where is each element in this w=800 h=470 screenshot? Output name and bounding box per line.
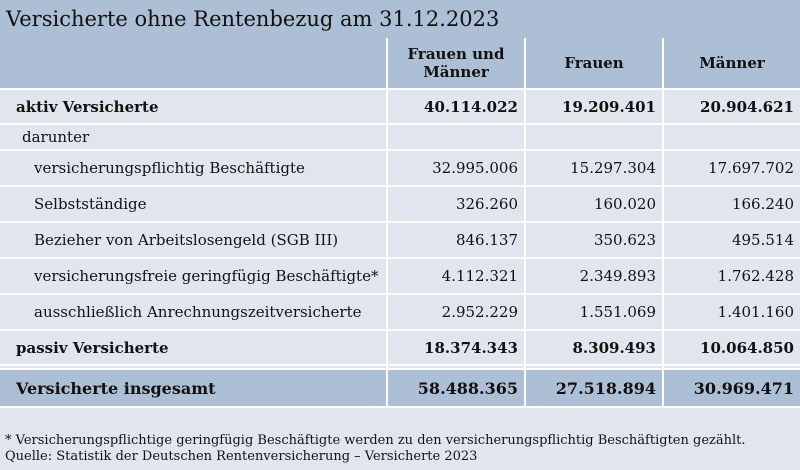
row-label: darunter bbox=[0, 124, 388, 150]
value-cell: 350.623 bbox=[525, 222, 664, 258]
row-label: Selbstständige bbox=[0, 186, 388, 222]
value-cell: 1.762.428 bbox=[717, 267, 794, 285]
value-cell bbox=[387, 124, 526, 150]
value-cell bbox=[525, 124, 664, 150]
row-label: Bezieher von Arbeitslosengeld (SGB III) bbox=[0, 222, 388, 258]
value-cell: 846.137 bbox=[387, 222, 526, 258]
value-cell: 160.020 bbox=[525, 186, 664, 222]
source-note: Quelle: Statistik der Deutschen Rentenve… bbox=[5, 449, 478, 464]
row-label: versicherungsfreie geringfügig Beschäfti… bbox=[0, 258, 388, 294]
value-cell: 17.697.702 bbox=[708, 159, 794, 177]
value-cell: 1.401.160 bbox=[717, 303, 794, 321]
value-cell: 2.952.229 bbox=[387, 294, 526, 330]
table-row: ausschließlich Anrechnungszeitversichert… bbox=[0, 294, 800, 330]
value-cell: 8.309.493 bbox=[525, 330, 664, 365]
row-label: aktiv Versicherte bbox=[0, 89, 388, 124]
insured-table: Frauen und Männer Frauen Männer aktiv Ve… bbox=[0, 38, 800, 408]
table-row: darunter bbox=[0, 124, 800, 150]
value-cell: 27.518.894 bbox=[525, 369, 664, 407]
value-cell: 20.904.621 bbox=[700, 97, 794, 116]
row-label: versicherungspflichtig Beschäftigte bbox=[0, 150, 388, 186]
row-label: passiv Versicherte bbox=[0, 330, 388, 365]
table-row: passiv Versicherte 18.374.343 8.309.493 10.… bbox=[0, 330, 800, 365]
value-cell: 1.551.069 bbox=[525, 294, 664, 330]
table-row: Bezieher von Arbeitslosengeld (SGB III) 8… bbox=[0, 222, 800, 258]
header-row: Frauen und Männer Frauen Männer bbox=[0, 38, 800, 89]
value-cell: 15.297.304 bbox=[525, 150, 664, 186]
row-label: Versicherte insgesamt bbox=[0, 369, 388, 407]
value-cell: 30.969.471 bbox=[693, 378, 794, 398]
table-row: Selbstständige 326.260 160.020 166.240 bbox=[0, 186, 800, 222]
value-cell bbox=[663, 124, 800, 150]
row-label: ausschließlich Anrechnungszeitversichert… bbox=[0, 294, 388, 330]
value-cell: 40.114.022 bbox=[387, 89, 526, 124]
table-row: Versicherte insgesamt 58.488.365 27.518.89… bbox=[0, 369, 800, 407]
value-cell: 18.374.343 bbox=[387, 330, 526, 365]
value-cell: 4.112.321 bbox=[387, 258, 526, 294]
footer: * Versicherungspflichtige geringfügig Be… bbox=[5, 433, 746, 465]
table-row: versicherungspflichtig Beschäftigte 32.99… bbox=[0, 150, 800, 186]
column-header bbox=[0, 38, 388, 89]
column-header: Frauen und Männer bbox=[387, 38, 526, 89]
value-cell: 166.240 bbox=[731, 195, 794, 213]
value-cell: 58.488.365 bbox=[387, 369, 526, 407]
footnote: * Versicherungspflichtige geringfügig Be… bbox=[5, 433, 746, 448]
value-cell: 19.209.401 bbox=[525, 89, 664, 124]
table-title: Versicherte ohne Rentenbezug am 31.12.20… bbox=[0, 0, 800, 38]
table-row: aktiv Versicherte 40.114.022 19.209.401 20.… bbox=[0, 89, 800, 124]
column-header: Frauen bbox=[525, 38, 664, 89]
value-cell: 10.064.850 bbox=[700, 338, 794, 357]
value-cell: 2.349.893 bbox=[525, 258, 664, 294]
column-header: Männer bbox=[699, 54, 765, 72]
value-cell: 495.514 bbox=[731, 231, 794, 249]
value-cell: 32.995.006 bbox=[387, 150, 526, 186]
table-row: versicherungsfreie geringfügig Beschäfti… bbox=[0, 258, 800, 294]
value-cell: 326.260 bbox=[387, 186, 526, 222]
